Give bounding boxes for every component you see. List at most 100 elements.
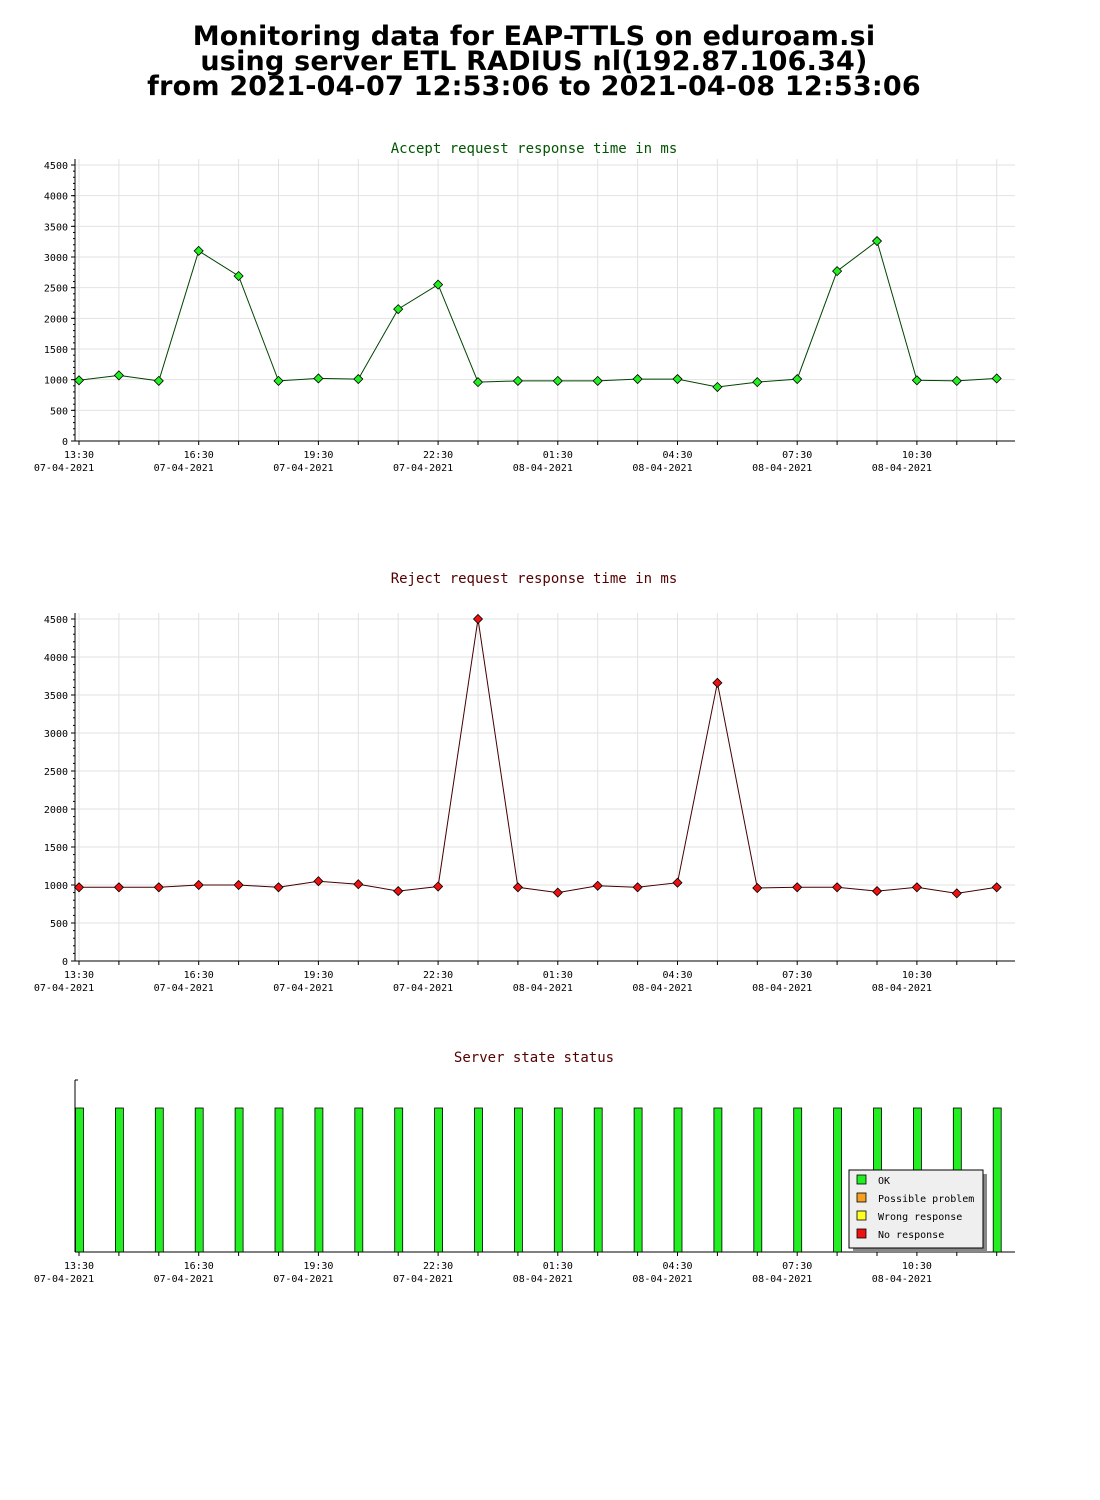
legend-swatch (856, 1192, 867, 1203)
y-tick-label: 2000 (44, 314, 68, 325)
status-bar (593, 1107, 603, 1253)
data-point (233, 879, 244, 891)
data-point (233, 270, 244, 282)
x-tick-label-time: 04:30 (662, 1261, 692, 1272)
x-tick-label-date: 07-04-2021 (273, 463, 333, 474)
y-tick-label: 1000 (44, 881, 68, 892)
status-bar (194, 1107, 204, 1253)
data-point (153, 882, 164, 893)
y-tick-label: 0 (62, 437, 68, 448)
data-point (193, 879, 204, 891)
legend-label: No response (878, 1230, 944, 1241)
x-tick-label-time: 10:30 (902, 970, 932, 981)
x-tick-label-time: 13:30 (64, 1261, 94, 1272)
reject-response-chart: 0 500 1000 1500 2000 2500 3000 3500 4000 4500 13:3… (34, 613, 1015, 994)
data-point (353, 879, 364, 890)
status-bar (474, 1107, 483, 1253)
data-point (552, 375, 563, 386)
x-tick-label-date: 08-04-2021 (872, 463, 932, 474)
y-tick-label: 3000 (44, 729, 68, 740)
x-tick-label-date: 07-04-2021 (273, 983, 333, 994)
x-tick-label-date: 07-04-2021 (154, 1274, 214, 1285)
data-point (393, 886, 404, 897)
data-point (672, 373, 683, 385)
status-bar (753, 1107, 763, 1253)
x-tick-label-time: 16:30 (184, 970, 214, 981)
data-point (991, 373, 1002, 384)
y-tick-label: 4500 (44, 161, 68, 172)
x-tick-label-time: 16:30 (184, 1261, 214, 1272)
data-point (991, 882, 1002, 893)
x-tick-label-date: 08-04-2021 (752, 983, 812, 994)
status-bar (434, 1107, 444, 1253)
y-tick-label: 3500 (44, 222, 68, 233)
x-tick-label-time: 07:30 (782, 970, 812, 981)
grid (75, 159, 1015, 442)
x-tick-label-time: 04:30 (662, 970, 692, 981)
reject-chart-title: Reject request response time in ms (390, 571, 678, 587)
x-tick-label-time: 01:30 (543, 1261, 573, 1272)
y-tick-label: 500 (50, 919, 68, 930)
status-bar (274, 1107, 284, 1253)
x-tick-label-time: 13:30 (64, 970, 94, 981)
data-point (632, 882, 643, 893)
x-tick-label-date: 08-04-2021 (632, 463, 692, 474)
report-title: Monitoring data for EAP-TTLS on eduroam.… (0, 23, 1068, 102)
x-tick-label-time: 01:30 (543, 450, 573, 461)
data-point (672, 877, 683, 888)
title-line-2: using server ETL RADIUS nl(192.87.106.34… (200, 46, 868, 77)
data-point (433, 279, 444, 290)
data-point (472, 613, 484, 625)
data-point (871, 235, 883, 247)
legend-box (848, 1169, 984, 1249)
y-tick-label: 1000 (44, 376, 68, 387)
data-point (353, 373, 364, 385)
legend-swatch (856, 1174, 867, 1185)
legend-label: OK (878, 1176, 890, 1187)
status-bar (553, 1107, 563, 1253)
x-tick-label-time: 13:30 (64, 450, 94, 461)
data-point (911, 882, 922, 893)
data-point (712, 677, 723, 688)
y-tick-label: 2500 (44, 284, 68, 295)
y-tick-label: 4500 (44, 615, 68, 626)
x-tick-label-time: 04:30 (662, 450, 692, 461)
y-tick-label: 3000 (44, 253, 68, 264)
y-tick-label: 500 (50, 406, 68, 417)
x-tick-label-date: 08-04-2021 (513, 983, 573, 994)
data-point (871, 886, 883, 897)
data-point (153, 375, 164, 386)
x-tick-label-date: 07-04-2021 (154, 983, 214, 994)
x-tick-label-date: 08-04-2021 (752, 1274, 812, 1285)
status-bar (354, 1107, 364, 1253)
data-point (313, 373, 324, 384)
y-tick-label: 1500 (44, 843, 68, 854)
x-tick-label-date: 08-04-2021 (632, 1274, 692, 1285)
data-point (632, 373, 643, 385)
y-tick-label: 4000 (44, 653, 68, 664)
data-point (512, 882, 523, 893)
data-point (512, 375, 523, 386)
status-bar (314, 1107, 324, 1253)
x-tick-label-time: 16:30 (184, 450, 214, 461)
y-tick-label: 0 (62, 957, 68, 968)
y-tick-label: 3500 (44, 691, 68, 702)
data-point (712, 381, 723, 393)
status-bar (793, 1107, 803, 1253)
status-bar (75, 1107, 84, 1253)
title-line-3: from 2021-04-07 12:53:06 to 2021-04-08 1… (147, 71, 921, 102)
data-point (313, 876, 324, 887)
y-tick-label: 2000 (44, 805, 68, 816)
x-tick-label-time: 22:30 (423, 450, 453, 461)
y-tick-label: 1500 (44, 345, 68, 356)
x-tick-label-time: 19:30 (303, 450, 333, 461)
data-point (472, 377, 484, 388)
data-point (592, 880, 603, 891)
status-bar (115, 1107, 124, 1253)
data-point (792, 882, 803, 893)
x-tick-label-date: 07-04-2021 (34, 983, 94, 994)
status-bar (394, 1107, 404, 1253)
legend: OK Possible problem Wrong response No respo… (848, 1169, 987, 1252)
data-point (113, 882, 124, 893)
x-tick-label-time: 10:30 (902, 1261, 932, 1272)
